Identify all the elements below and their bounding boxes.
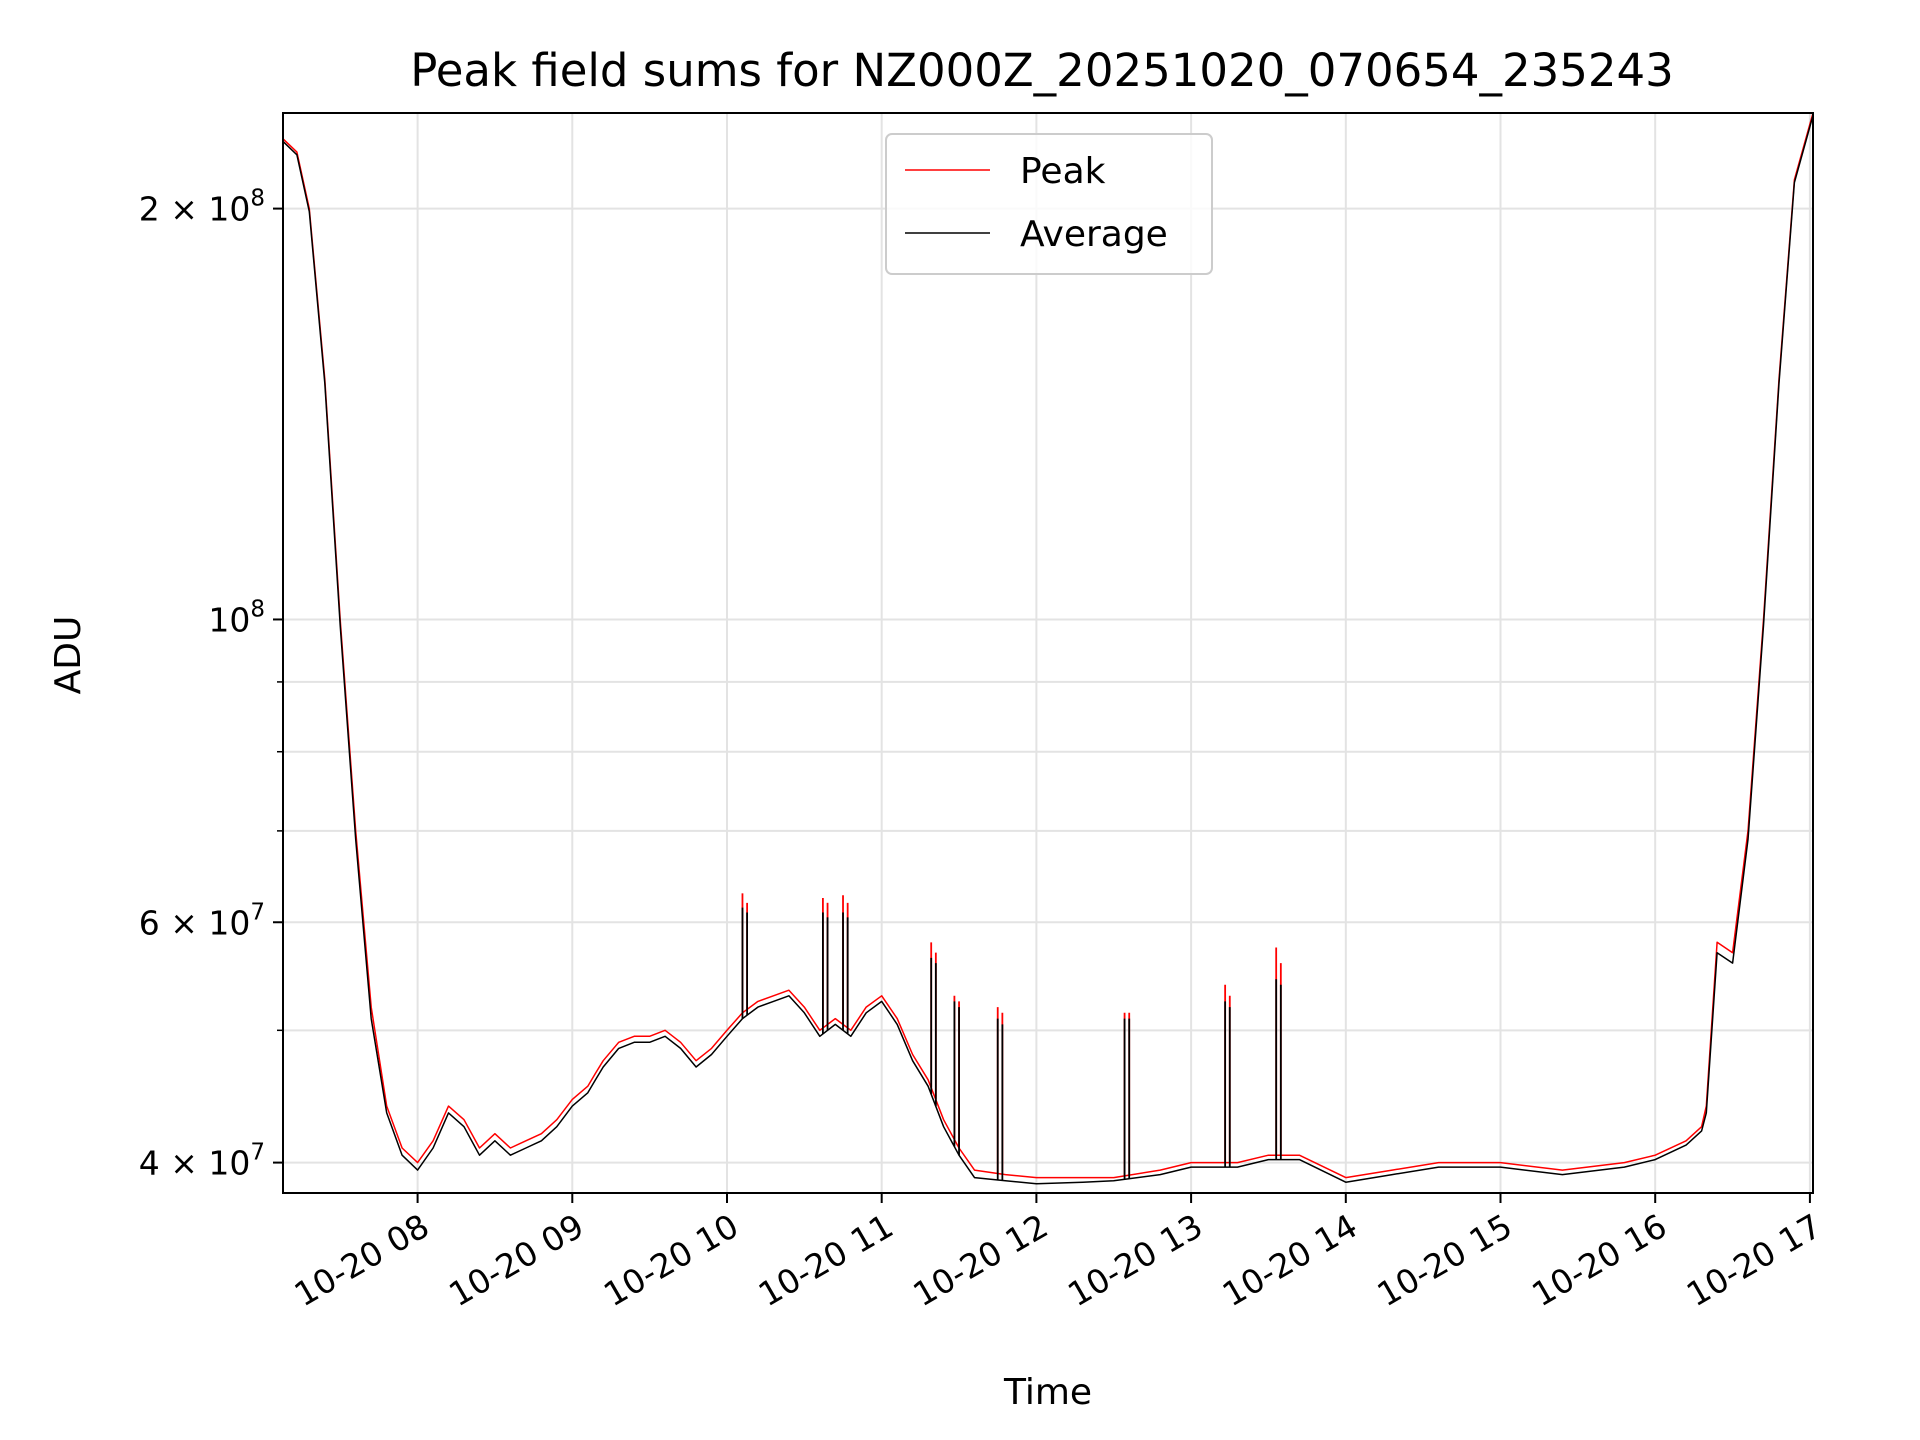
y-tick-base: 6 × 10: [139, 903, 251, 942]
series-line-peak: [283, 113, 1813, 1179]
grid: [283, 113, 1813, 1193]
legend-average-label: Average: [1020, 214, 1168, 255]
series-line-average: [283, 115, 1813, 1185]
plot-area-frame: [282, 112, 1814, 1194]
series-layer: [283, 113, 1813, 1185]
y-tick-base: 10: [208, 600, 250, 639]
legend-peak-label: Peak: [1020, 151, 1106, 192]
y-tick-label-2: 108: [208, 596, 265, 639]
y-tick-exponent: 7: [250, 1140, 265, 1166]
y-tick-exponent: 8: [250, 186, 265, 212]
chart-title: Peak field sums for NZ000Z_20251020_0706…: [410, 44, 1674, 97]
legend: Peak Average: [885, 133, 1213, 275]
y-axis-label: ADU: [48, 616, 89, 695]
y-tick-base: 4 × 10: [139, 1144, 251, 1183]
legend-box: [885, 133, 1213, 275]
y-tick-label-3: 2 × 108: [139, 186, 265, 229]
y-tick-label-0: 4 × 107: [139, 1140, 265, 1183]
y-tick-exponent: 7: [250, 899, 265, 925]
y-tick-label-1: 6 × 107: [139, 899, 265, 942]
y-tick-exponent: 8: [250, 596, 265, 622]
y-tick-base: 2 × 10: [139, 190, 251, 229]
x-axis-label: Time: [1003, 1372, 1092, 1413]
